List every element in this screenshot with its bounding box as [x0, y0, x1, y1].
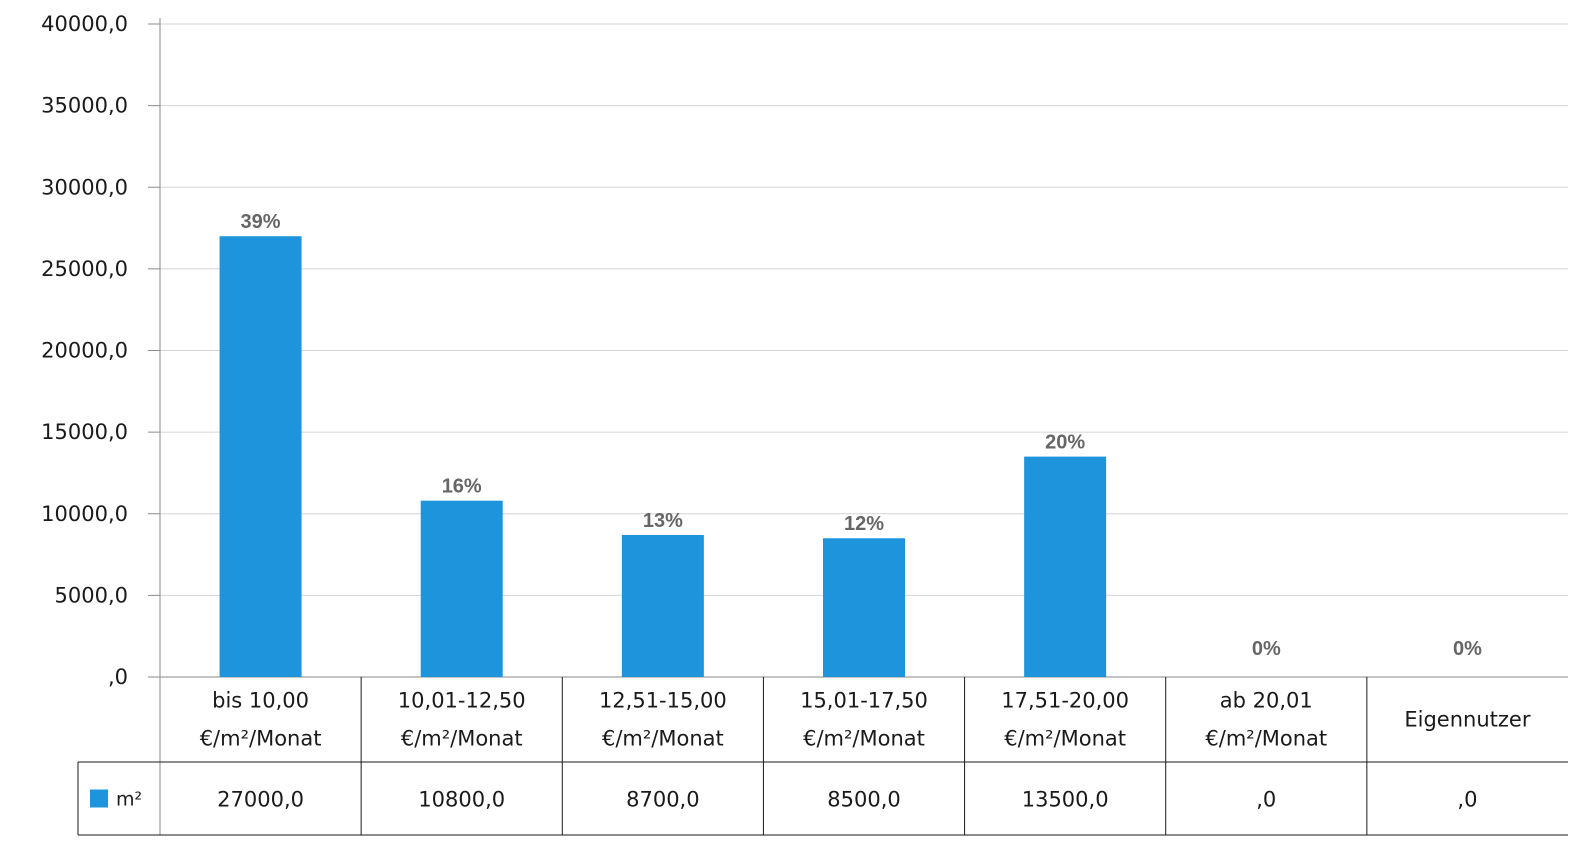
- bar: [621, 534, 704, 677]
- bars: [219, 236, 1107, 677]
- category-label: €/m²/Monat: [1205, 727, 1327, 751]
- table-value: 27000,0: [217, 788, 304, 812]
- y-tick-label: 35000,0: [41, 94, 128, 118]
- data-label: 39%: [241, 211, 281, 233]
- category-label: 12,51-15,00: [599, 689, 727, 713]
- data-table: 27000,0 10800,0 8700,0 8500,0 13500,0 ,0 ,0 m²: [77, 677, 1568, 836]
- category-label: €/m²/Monat: [803, 727, 925, 751]
- category-labels: bis 10,00 €/m²/Monat 10,01-12,50 €/m²/Monat…: [200, 689, 1531, 751]
- table-value: 13500,0: [1022, 788, 1109, 812]
- category-label: bis 10,00: [212, 689, 309, 713]
- data-labels: 39% 16% 13% 12% 20% 0% 0%: [241, 211, 1483, 660]
- table-value: 8700,0: [626, 788, 699, 812]
- category-label: €/m²/Monat: [200, 727, 322, 751]
- category-label: €/m²/Monat: [1004, 727, 1126, 751]
- bar: [823, 538, 905, 677]
- data-label: 12%: [844, 513, 884, 535]
- category-label: €/m²/Monat: [602, 727, 724, 751]
- y-tick-label: ,0: [108, 665, 128, 689]
- category-label: ab 20,01: [1220, 689, 1313, 713]
- y-tick-label: 5000,0: [55, 583, 128, 607]
- table-value: ,0: [1256, 788, 1276, 812]
- category-label: Eigennutzer: [1404, 708, 1530, 732]
- y-tick-label: 40000,0: [41, 12, 128, 36]
- y-tick-label: 10000,0: [41, 502, 128, 526]
- category-label: 17,51-20,00: [1001, 689, 1129, 713]
- data-label: 13%: [643, 510, 683, 532]
- category-label: €/m²/Monat: [401, 727, 523, 751]
- y-tick-label: 15000,0: [41, 420, 128, 444]
- grid-lines: [160, 23, 1568, 596]
- y-tick-label: 30000,0: [41, 175, 128, 199]
- table-value: 10800,0: [418, 788, 505, 812]
- data-label: 20%: [1045, 432, 1085, 454]
- bar: [219, 236, 302, 677]
- bar: [1024, 456, 1107, 677]
- legend-label: m²: [116, 789, 142, 811]
- y-tick-label: 20000,0: [41, 339, 128, 363]
- data-label: 0%: [1252, 638, 1281, 660]
- data-label: 0%: [1453, 638, 1482, 660]
- y-tick-label: 25000,0: [41, 257, 128, 281]
- category-label: 15,01-17,50: [800, 689, 928, 713]
- data-label: 16%: [442, 476, 482, 498]
- legend-swatch: [90, 789, 108, 808]
- y-tick-labels: ,0 5000,0 10000,0 15000,0 20000,0 25000,0 3000…: [41, 12, 128, 689]
- bar: [420, 500, 503, 677]
- category-label: 10,01-12,50: [398, 689, 526, 713]
- table-value: 8500,0: [827, 788, 900, 812]
- table-value: ,0: [1457, 788, 1477, 812]
